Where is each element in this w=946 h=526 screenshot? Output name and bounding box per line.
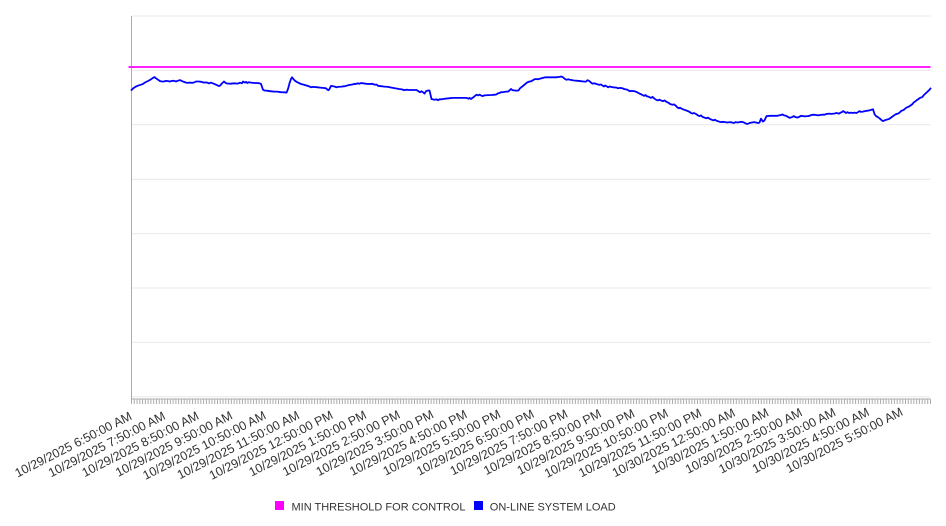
svg-text:ON-LINE SYSTEM LOAD: ON-LINE SYSTEM LOAD <box>490 502 616 514</box>
svg-text:MIN THRESHOLD FOR CONTROL: MIN THRESHOLD FOR CONTROL <box>292 502 466 514</box>
